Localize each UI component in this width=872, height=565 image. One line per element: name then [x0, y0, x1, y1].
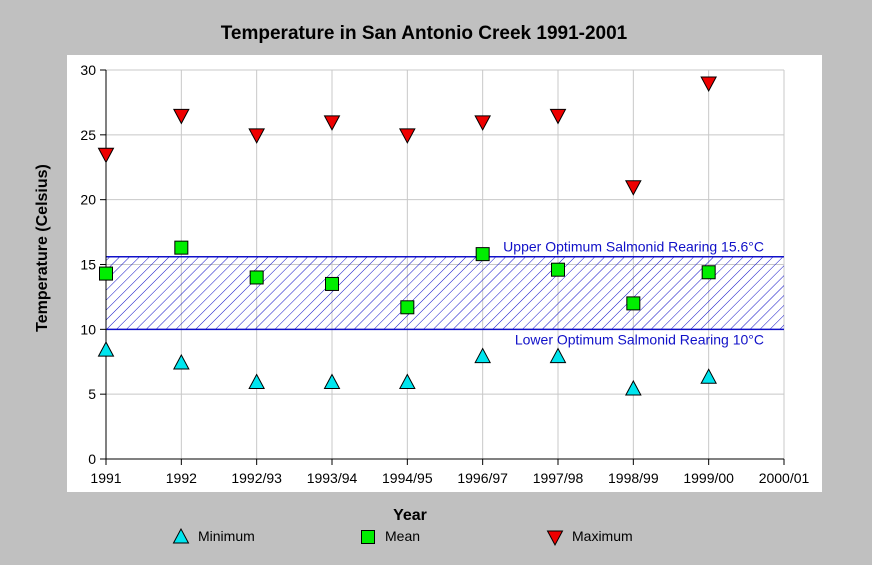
y-tick-label: 15 [80, 257, 96, 273]
y-tick-label: 5 [88, 386, 96, 402]
legend-maximum-label: Maximum [572, 528, 633, 544]
x-tick-label: 1996/97 [457, 470, 508, 486]
x-tick-label: 1992 [166, 470, 197, 486]
minimum-point [248, 373, 266, 389]
legend-minimum-marker [172, 527, 190, 544]
legend-mean-label: Mean [385, 528, 420, 544]
mean-point [174, 240, 189, 255]
optimum-band: Upper Optimum Salmonid Rearing 15.6°C Low… [106, 239, 784, 347]
y-tick-label: 30 [80, 62, 96, 78]
x-tick-label: 1997/98 [533, 470, 584, 486]
mean-point [551, 262, 565, 277]
y-tick-label: 25 [80, 127, 96, 143]
mean-point [400, 300, 415, 315]
minimum-point [700, 368, 718, 384]
maximum-point [248, 128, 266, 144]
mean-point [626, 296, 641, 311]
maximum-point [700, 76, 718, 93]
mean-point [325, 276, 339, 291]
x-tick-label: 1998/99 [608, 470, 659, 486]
x-axis-title: Year [393, 507, 427, 524]
legend-mean-marker [361, 530, 375, 544]
maximum-point [549, 108, 567, 125]
mean-point [249, 270, 264, 285]
minimum-point [398, 373, 416, 389]
x-tick-label: 1991 [90, 470, 121, 486]
y-tick-label: 0 [88, 451, 96, 467]
maximum-point [398, 128, 416, 144]
maximum-point [323, 115, 341, 131]
optimum-band-hatch [106, 256, 784, 330]
legend-maximum-marker [546, 530, 564, 547]
x-tick-label: 2000/01 [759, 470, 810, 486]
y-tick-label: 10 [80, 321, 96, 337]
maximum-point [624, 180, 642, 196]
y-tick-label: 20 [80, 192, 96, 208]
x-tick-label: 1994/95 [382, 470, 433, 486]
x-axis-ticks: 1991 1992 1992/93 1993/94 1994/95 1996/97 1997… [90, 459, 810, 486]
minimum-point [323, 373, 341, 389]
y-axis-title: Temperature (Celsius) [34, 164, 51, 332]
y-axis-ticks: 0 5 10 15 20 25 30 [80, 62, 106, 467]
minimum-point [624, 379, 642, 396]
lower-optimum-label: Lower Optimum Salmonid Rearing 10°C [515, 331, 764, 347]
mean-point [701, 265, 716, 280]
x-tick-label: 1999/00 [683, 470, 734, 486]
data-points [97, 76, 718, 396]
maximum-point [97, 147, 115, 164]
mean-point [475, 247, 490, 262]
maximum-point [474, 115, 492, 131]
minimum-point [549, 347, 567, 364]
chart-title: Temperature in San Antonio Creek 1991-20… [221, 23, 628, 44]
maximum-point [172, 108, 190, 125]
legend-minimum-label: Minimum [198, 528, 255, 544]
minimum-point [172, 353, 190, 370]
legend: Minimum Mean Maximum [172, 527, 633, 547]
mean-point [99, 266, 113, 281]
x-tick-label: 1993/94 [307, 470, 358, 486]
upper-optimum-label: Upper Optimum Salmonid Rearing 15.6°C [503, 239, 764, 255]
x-tick-label: 1992/93 [231, 470, 282, 486]
minimum-point [97, 341, 115, 357]
minimum-point [474, 347, 492, 364]
